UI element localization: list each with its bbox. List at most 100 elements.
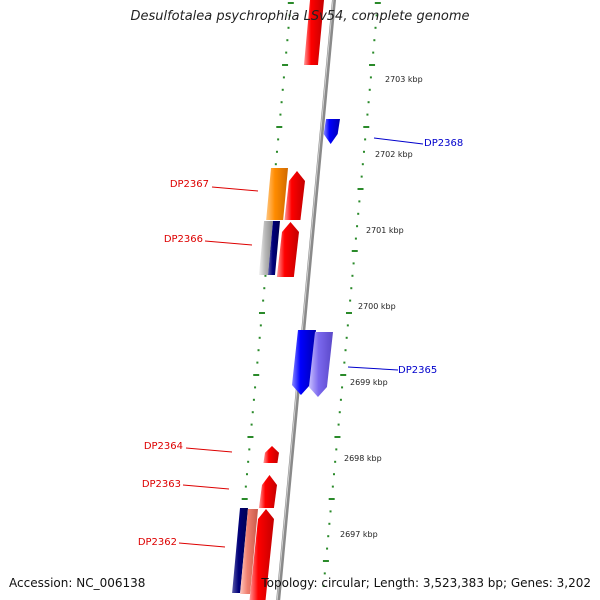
tick-mark — [368, 88, 371, 91]
gene-label-dp2367[interactable]: DP2367 — [170, 179, 209, 190]
dp2367-red-gene[interactable] — [284, 171, 305, 220]
tick-mark — [258, 336, 261, 339]
tick-mark — [366, 113, 369, 116]
gene-label-dp2368[interactable]: DP2368 — [424, 138, 463, 149]
tick-mark — [349, 299, 352, 302]
tick-mark — [248, 448, 251, 451]
tick-mark — [254, 386, 257, 389]
tick-mark — [274, 163, 277, 166]
dp2362-navy-gene[interactable] — [232, 508, 248, 593]
gene-label-leaders — [178, 137, 424, 548]
gene-label-dp2366[interactable]: DP2366 — [164, 234, 203, 245]
tick-mark — [341, 386, 344, 389]
gene-label-dp2362[interactable]: DP2362 — [138, 537, 177, 548]
gene-features — [232, 0, 340, 600]
dp2368-gene[interactable] — [323, 119, 340, 144]
dp2362-salmon-gene[interactable] — [240, 509, 258, 594]
tick-mark — [337, 423, 340, 426]
tick-mark — [339, 398, 342, 401]
dp2363-red-gene[interactable] — [258, 475, 277, 508]
tick-mark — [245, 473, 248, 476]
label-leader-line — [347, 366, 399, 371]
label-leader-line — [204, 240, 253, 246]
tick-mark — [375, 14, 378, 17]
tick-mark — [334, 436, 341, 438]
tick-mark — [328, 498, 335, 500]
backbone-line — [276, 0, 337, 600]
tick-mark — [360, 175, 363, 178]
tick-mark — [247, 460, 250, 463]
label-leader-line — [373, 137, 424, 145]
scale-label: 2701 kbp — [366, 226, 404, 235]
tick-mark — [328, 522, 331, 525]
tick-mark — [247, 436, 254, 438]
gene-label-dp2363[interactable]: DP2363 — [142, 479, 181, 490]
tick-mark — [288, 14, 291, 17]
tick-mark — [340, 374, 347, 376]
scale-label: 2702 kbp — [375, 150, 413, 159]
tick-mark — [369, 64, 376, 66]
dp2364-red-gene[interactable] — [263, 446, 279, 463]
tick-mark — [357, 188, 364, 190]
tick-mark — [256, 361, 259, 364]
tick-mark — [241, 498, 248, 500]
accession-text: Accession: NC_006138 — [9, 576, 146, 590]
dp2366-gray-gene[interactable] — [258, 221, 273, 275]
dp2366-navy-gene[interactable] — [267, 221, 280, 275]
tick-mark — [258, 312, 265, 314]
tick-mark — [281, 88, 284, 91]
label-leader-line — [178, 542, 226, 548]
dp2365-lavender-gene[interactable] — [308, 332, 333, 397]
genome-backbone — [276, 0, 337, 600]
genome-title: Desulfotalea psychrophila LSv54, complet… — [130, 9, 470, 24]
tick-mark — [323, 572, 326, 575]
dp2366-red-gene[interactable] — [276, 222, 299, 277]
tick-mark — [362, 150, 365, 153]
dp2367-orange-gene[interactable] — [266, 168, 288, 220]
tick-mark — [264, 274, 267, 277]
tick-mark — [279, 113, 282, 116]
tick-mark — [358, 200, 361, 203]
tick-mark — [331, 485, 334, 488]
top-red-gene[interactable] — [303, 0, 324, 65]
tick-mark — [354, 237, 357, 240]
tick-mark — [252, 398, 255, 401]
tick-mark — [329, 510, 332, 513]
scale-label: 2698 kbp — [344, 454, 382, 463]
scale-label: 2699 kbp — [350, 378, 388, 387]
tick-mark — [345, 336, 348, 339]
tick-mark — [262, 299, 265, 302]
tick-mark — [346, 324, 349, 327]
gene-labels: DP2368 DP2367 DP2366 DP2365 DP2364 DP2363 DP23… — [138, 138, 463, 548]
tick-mark — [367, 101, 370, 104]
dp2362-red-gene[interactable] — [249, 509, 274, 600]
tick-mark — [338, 411, 341, 414]
tick-mark — [361, 163, 364, 166]
tick-mark — [287, 2, 294, 4]
gene-label-dp2365[interactable]: DP2365 — [398, 365, 437, 376]
tick-mark — [326, 547, 329, 550]
tick-mark — [282, 76, 285, 79]
tick-mark — [286, 39, 289, 42]
tick-mark — [374, 2, 381, 4]
tick-mark — [363, 126, 370, 128]
tick-mark — [372, 51, 375, 54]
tick-mark — [351, 250, 358, 252]
gene-label-dp2364[interactable]: DP2364 — [144, 441, 183, 452]
tick-mark — [356, 225, 359, 228]
tick-mark — [244, 485, 247, 488]
tick-mark — [345, 312, 352, 314]
tick-mark — [250, 423, 253, 426]
tick-mark — [374, 26, 377, 29]
tick-mark — [257, 349, 260, 352]
tick-mark — [357, 212, 360, 215]
tick-mark — [285, 51, 288, 54]
tick-mark — [251, 411, 254, 414]
scale-label: 2703 kbp — [385, 75, 423, 84]
tick-mark — [282, 64, 289, 66]
tick-mark — [369, 76, 372, 79]
tick-mark — [350, 287, 353, 290]
topology-text: Topology: circular; Length: 3,523,383 bp… — [261, 576, 591, 590]
tick-mark — [364, 138, 367, 141]
